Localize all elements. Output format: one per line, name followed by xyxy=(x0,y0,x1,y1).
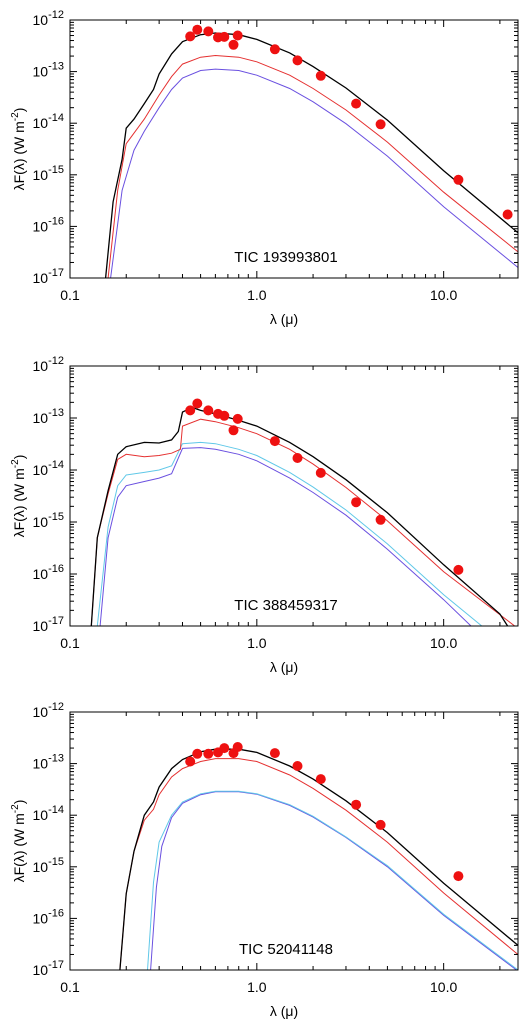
y-tick-label: 10-17 xyxy=(33,615,64,634)
model-curve-1 xyxy=(90,406,509,626)
photometry-point xyxy=(203,748,214,759)
photometry-point xyxy=(269,44,280,55)
y-tick-label: 10-15 xyxy=(33,511,64,530)
photometry-point xyxy=(269,436,280,447)
x-tick-label: 1.0 xyxy=(247,287,267,303)
target-label: TIC 52041148 xyxy=(239,941,333,958)
photometry-point xyxy=(203,405,214,416)
model-curve-4 xyxy=(150,791,518,970)
y-tick-label: 10-13 xyxy=(33,407,64,426)
x-tick-label: 10.0 xyxy=(430,287,457,303)
photometry-point xyxy=(192,748,203,759)
sed-panel-3: 0.1 1.0 10.0 10-12 10-13 10-14 10-15 10-16 10-17… xyxy=(10,701,519,1019)
photometry-point xyxy=(375,514,386,525)
photometry-point xyxy=(228,39,239,50)
y-tick-label: 10-15 xyxy=(33,856,64,875)
plot-frame xyxy=(69,365,519,627)
photometry-point xyxy=(453,564,464,575)
sed-panel-1: 0.1 1.0 10.0 10-12 10-13 10-14 10-15 10-16 10-17… xyxy=(10,9,519,327)
photometry-point xyxy=(453,871,464,882)
plot-frame xyxy=(69,711,519,971)
photometry-point xyxy=(315,774,326,785)
sed-panel-2: 0.1 1.0 10.0 10-12 10-13 10-14 10-15 10-16 10-17… xyxy=(10,355,519,675)
y-tick-label: 10-14 xyxy=(33,804,64,823)
photometry-point xyxy=(219,410,230,421)
y-tick-label: 10-17 xyxy=(33,267,64,286)
photometry-point xyxy=(351,497,362,508)
y-tick-label: 10-16 xyxy=(33,907,64,926)
model-curve-2 xyxy=(107,54,518,278)
model-curve-2 xyxy=(119,758,518,970)
x-axis-label: λ (μ) xyxy=(270,311,298,327)
photometry-point xyxy=(185,31,196,42)
target-label: TIC 193993801 xyxy=(234,249,337,266)
target-label: TIC 388459317 xyxy=(234,597,337,614)
y-tick-label: 10-17 xyxy=(33,959,64,978)
y-tick-label: 10-15 xyxy=(33,164,64,183)
photometry-point xyxy=(192,398,203,409)
photometry-point xyxy=(219,31,230,42)
photometry-point xyxy=(351,98,362,109)
photometry-point xyxy=(453,174,464,185)
photometry-point xyxy=(192,24,203,35)
x-tick-label: 1.0 xyxy=(247,635,267,651)
x-tick-label: 0.1 xyxy=(60,287,80,303)
y-tick-label: 10-16 xyxy=(33,563,64,582)
y-tick-label: 10-14 xyxy=(33,112,64,131)
y-tick-label: 10-12 xyxy=(33,701,64,720)
model-curve-3 xyxy=(110,68,518,278)
x-tick-label: 0.1 xyxy=(60,635,80,651)
photometry-point xyxy=(351,799,362,810)
photometry-point xyxy=(292,453,303,463)
x-tick-label: 1.0 xyxy=(247,979,267,995)
y-axis-label: λF(λ) (W m-2) xyxy=(10,108,27,191)
x-axis-label: λ (μ) xyxy=(270,659,298,675)
photometry-point xyxy=(232,413,243,424)
y-tick-label: 10-12 xyxy=(33,355,64,374)
y-axis-label: λF(λ) (W m-2) xyxy=(10,455,27,538)
y-axis-label: λF(λ) (W m-2) xyxy=(10,800,27,883)
model-curve-2 xyxy=(90,418,516,626)
photometry-point xyxy=(203,26,214,37)
x-tick-label: 10.0 xyxy=(430,979,457,995)
model-curve-4 xyxy=(99,447,472,626)
photometry-point xyxy=(185,756,196,767)
photometry-point xyxy=(228,425,239,436)
y-tick-label: 10-13 xyxy=(33,753,64,772)
photometry-point xyxy=(292,761,303,771)
photometry-point xyxy=(232,742,243,752)
photometry-point xyxy=(232,30,243,41)
photometry-point xyxy=(219,743,230,754)
y-tick-label: 10-13 xyxy=(33,61,64,80)
y-tick-label: 10-16 xyxy=(33,215,64,234)
photometry-point xyxy=(315,70,326,81)
y-tick-label: 10-12 xyxy=(33,9,64,28)
x-tick-label: 0.1 xyxy=(60,979,80,995)
x-axis-label: λ (μ) xyxy=(270,1003,298,1019)
model-curve-3 xyxy=(147,790,518,970)
plot-frame xyxy=(69,19,519,279)
photometry-point xyxy=(375,119,386,130)
photometry-point xyxy=(315,467,326,478)
x-tick-label: 10.0 xyxy=(430,635,457,651)
photometry-point xyxy=(502,209,513,220)
photometry-point xyxy=(375,819,386,830)
y-tick-label: 10-14 xyxy=(33,459,64,478)
model-curve-3 xyxy=(96,441,483,626)
photometry-point xyxy=(269,748,280,759)
photometry-point xyxy=(292,55,303,66)
model-curve-1 xyxy=(104,32,518,278)
photometry-point xyxy=(185,405,196,416)
